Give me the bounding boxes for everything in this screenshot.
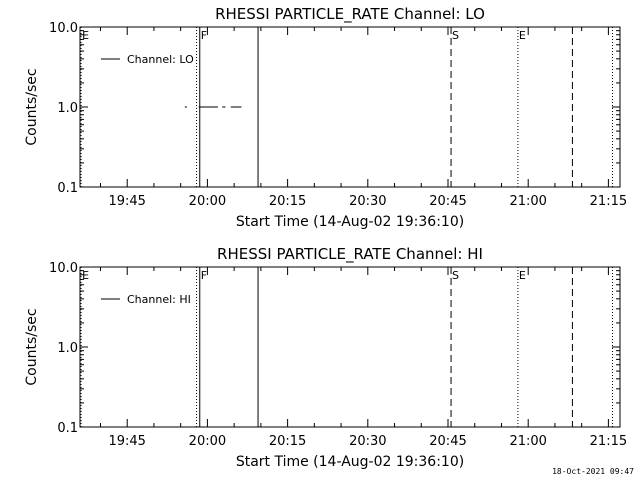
x-tick-label: 20:45 (429, 434, 466, 449)
x-tick-label: 20:15 (269, 194, 306, 209)
x-tick-label: 21:00 (509, 434, 546, 449)
chart-title: RHESSI PARTICLE_RATE Channel: HI (217, 245, 483, 264)
chart-title: RHESSI PARTICLE_RATE Channel: LO (215, 5, 485, 24)
x-axis-label: Start Time (14-Aug-02 19:36:10) (236, 214, 464, 230)
plot-frame (79, 266, 621, 428)
x-tick-label: 20:15 (269, 434, 306, 449)
x-tick-label: 20:45 (429, 194, 466, 209)
y-tick-label: 10.0 (49, 261, 78, 276)
event-line-label: F (201, 269, 207, 282)
x-tick-label: 21:00 (509, 194, 546, 209)
y-tick-label: 0.1 (57, 421, 78, 436)
x-tick-label: 20:00 (189, 194, 226, 209)
x-tick-label: 20:30 (349, 434, 386, 449)
x-tick-label: 19:45 (108, 194, 145, 209)
y-tick-label: 1.0 (57, 341, 78, 356)
x-tick-label: 20:30 (349, 194, 386, 209)
x-tick-label: 21:15 (590, 434, 627, 449)
event-line-label: S (452, 29, 459, 42)
footer-timestamp: 18-Oct-2021 09:47 (552, 467, 634, 476)
event-line-label: S (452, 269, 459, 282)
y-tick-label: 10.0 (49, 21, 78, 36)
x-tick-label: 21:15 (590, 194, 627, 209)
event-line-label: E (519, 269, 526, 282)
event-line-label: E (519, 29, 526, 42)
plot-frame (79, 26, 621, 188)
y-tick-label: 0.1 (57, 181, 78, 196)
legend-label: Channel: LO (127, 53, 194, 66)
event-line-label: E (82, 269, 89, 282)
x-axis-label: Start Time (14-Aug-02 19:36:10) (236, 454, 464, 470)
event-line-label: F (201, 29, 207, 42)
y-axis-label: Counts/sec (24, 308, 40, 385)
y-axis-label: Counts/sec (24, 68, 40, 145)
x-tick-label: 19:45 (108, 434, 145, 449)
y-tick-label: 1.0 (57, 101, 78, 116)
x-tick-label: 20:00 (189, 434, 226, 449)
event-line-label: E (82, 29, 89, 42)
legend-label: Channel: HI (127, 293, 191, 306)
